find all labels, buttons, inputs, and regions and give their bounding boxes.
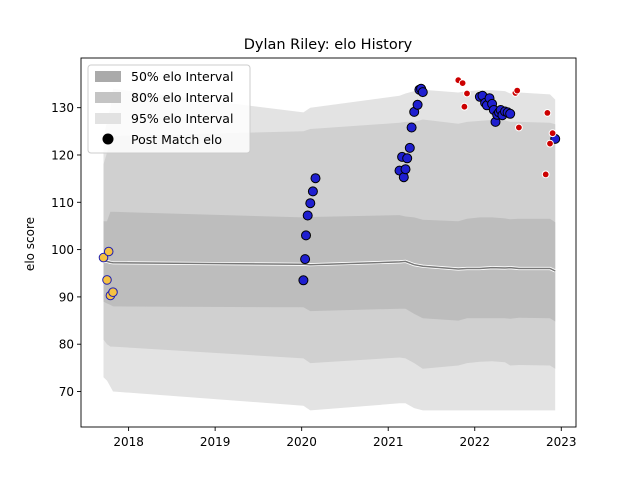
legend-swatch-80 — [95, 92, 121, 103]
x-tick-label-2021: 2021 — [373, 435, 404, 449]
legend-marker-post-match — [102, 133, 114, 145]
data-point-red-2-7 — [546, 139, 554, 148]
data-point-orange-0-4 — [108, 287, 118, 298]
x-axis: 2018 2019 2020 2021 2022 2023 — [113, 427, 577, 449]
data-point-red-2-6 — [543, 109, 552, 117]
x-tick-label-2019: 2019 — [200, 435, 231, 449]
data-point-orange-0-1 — [103, 246, 114, 257]
axes-frame — [80, 57, 577, 428]
data-point-red-2-4 — [513, 86, 522, 95]
data-point-blue-1-12 — [404, 142, 415, 153]
legend-label-50: 50% elo Interval — [131, 69, 233, 84]
data-point-red-2-8 — [548, 129, 557, 138]
legend-swatch-50 — [95, 71, 121, 82]
data-point-blue-1-2 — [301, 230, 311, 241]
data-point-blue-1-13 — [406, 122, 417, 133]
data-point-blue-1-4 — [305, 198, 316, 209]
data-point-blue-1-9 — [398, 172, 409, 183]
data-point-blue-1-18 — [417, 87, 428, 98]
data-point-red-3-1 — [541, 170, 550, 179]
y-tick-label-120: 120 — [51, 148, 74, 162]
mean-line — [103, 260, 556, 272]
plot-area — [98, 76, 561, 411]
legend-label-95: 95% elo Interval — [131, 111, 233, 126]
data-point-orange-0-2 — [102, 275, 112, 285]
data-point-blue-1-1 — [300, 254, 311, 265]
x-tick-label-2023: 2023 — [546, 435, 577, 449]
x-tick-label-2018: 2018 — [113, 435, 144, 449]
y-tick-label-130: 130 — [51, 101, 74, 115]
data-point-red-2-2 — [460, 102, 469, 111]
data-point-blue-1-6 — [310, 173, 321, 184]
legend-label-post-match: Post Match elo — [131, 132, 222, 147]
data-point-blue-1-15 — [412, 99, 423, 110]
data-point-red-2-1 — [458, 79, 467, 87]
data-point-blue-1-10 — [400, 164, 411, 175]
y-tick-label-100: 100 — [51, 243, 74, 257]
legend-swatch-95 — [95, 113, 121, 124]
data-point-blue-1-11 — [402, 153, 413, 164]
legend-label-80: 80% elo Interval — [131, 90, 233, 105]
legend-box — [87, 64, 251, 154]
data-point-blue-1-5 — [307, 186, 318, 197]
x-tick-label-2020: 2020 — [286, 435, 317, 449]
y-tick-label-70: 70 — [59, 385, 74, 399]
legend: 50% elo Interval 80% elo Interval 95% el… — [87, 64, 251, 154]
band-50 — [103, 211, 556, 322]
y-tick-label-110: 110 — [51, 196, 74, 210]
y-axis: 70 80 90 100 110 120 130 — [51, 101, 81, 399]
data-point-orange-0-0 — [98, 252, 109, 263]
data-point-red-2-5 — [515, 123, 523, 132]
chart-title: Dylan Riley: elo History — [244, 37, 413, 53]
y-axis-label: elo score — [23, 217, 37, 271]
data-point-red-3-0 — [463, 89, 471, 98]
data-point-blue-1-33 — [505, 108, 516, 119]
data-point-blue-1-3 — [302, 210, 313, 221]
data-point-blue-1-0 — [298, 275, 309, 286]
x-tick-label-2022: 2022 — [459, 435, 490, 449]
y-tick-label-80: 80 — [59, 338, 74, 352]
y-tick-label-90: 90 — [59, 290, 74, 304]
